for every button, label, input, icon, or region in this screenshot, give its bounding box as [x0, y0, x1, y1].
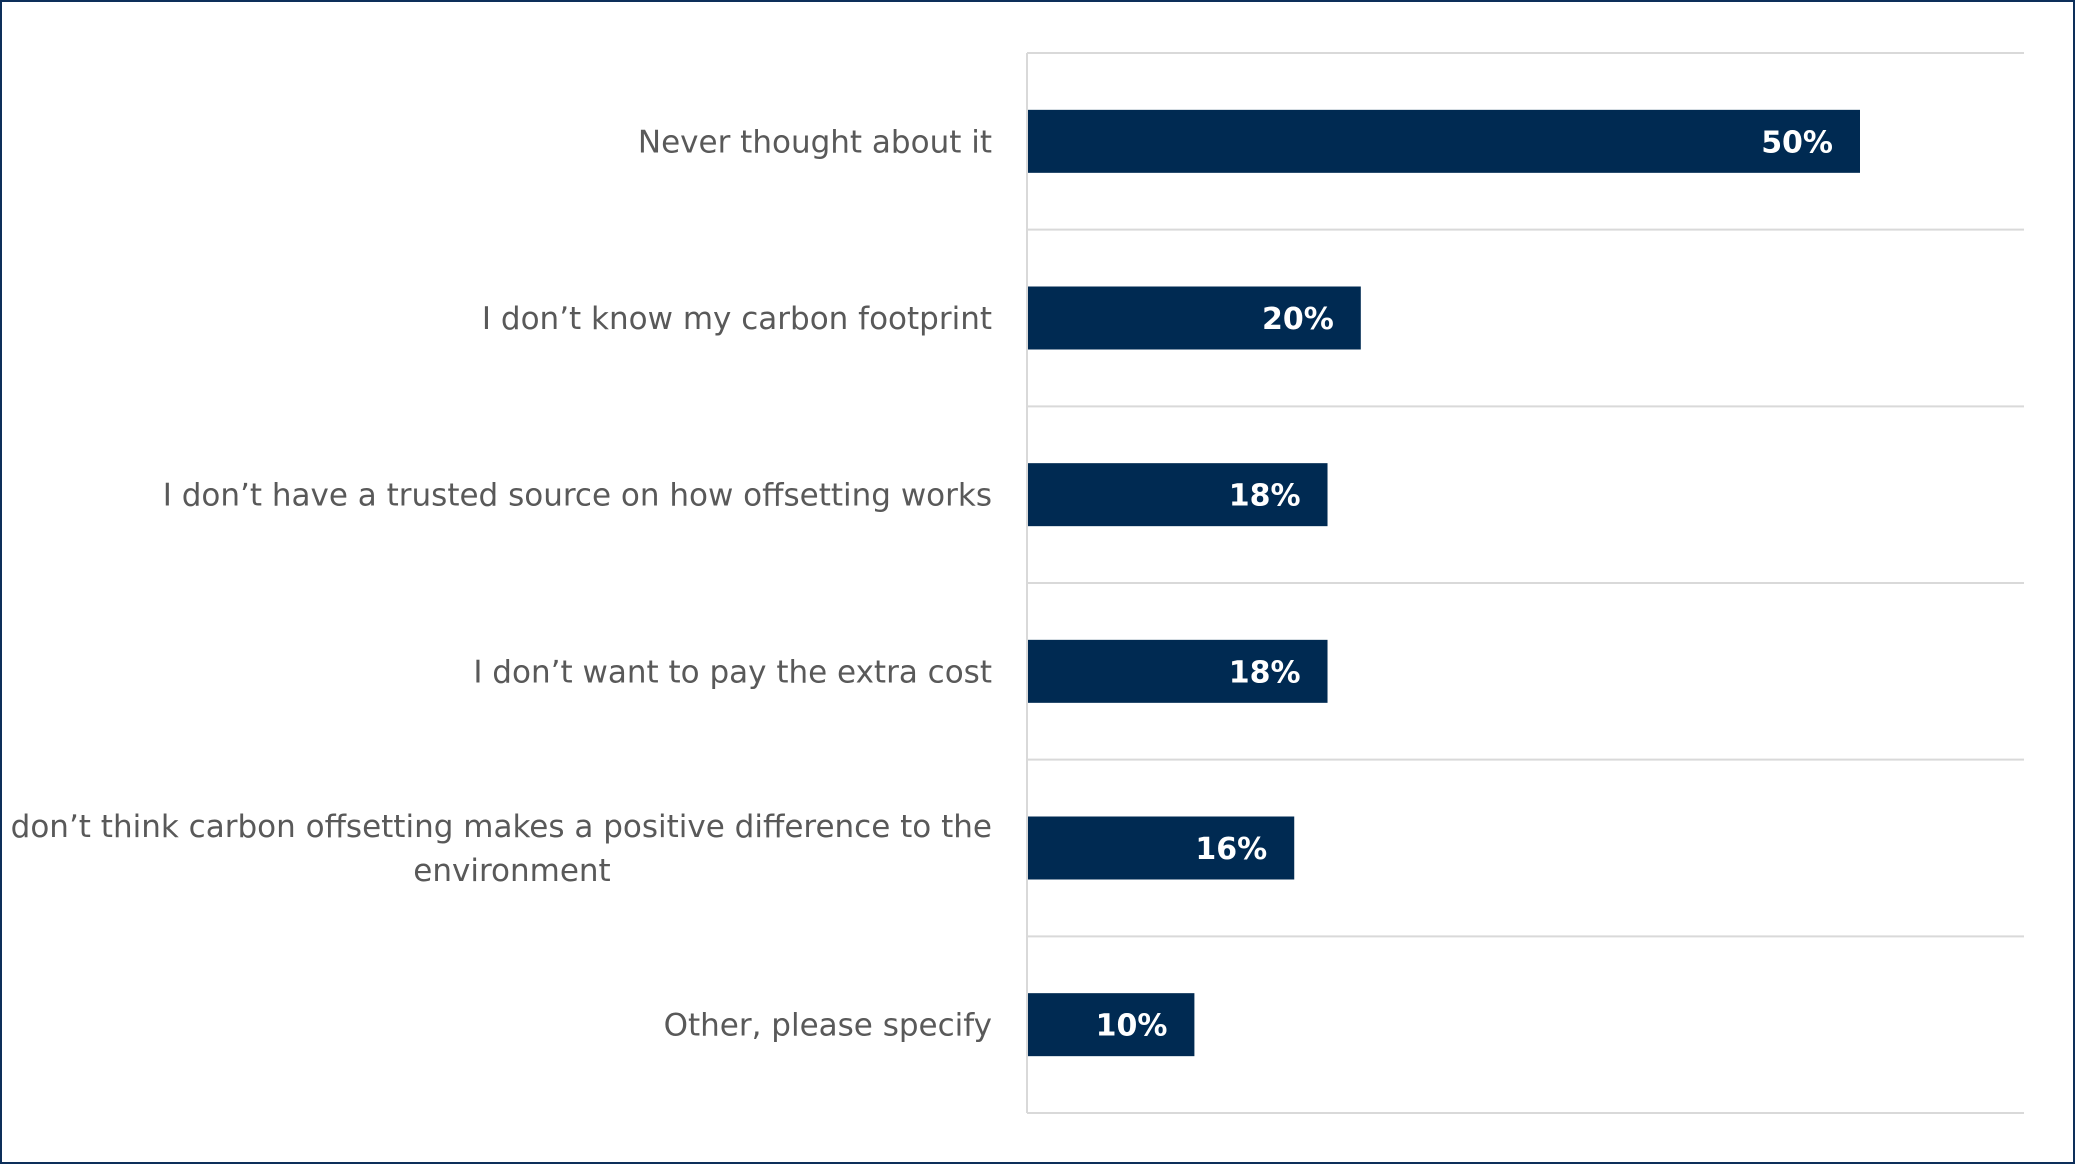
bar: [1028, 993, 1195, 1057]
bar: [1028, 639, 1328, 703]
category-label: Other, please specify: [664, 1008, 992, 1044]
bar: [1028, 109, 1860, 173]
category-label-line: I don’t think carbon offsetting makes a …: [2, 809, 992, 845]
gridlines: [1026, 52, 2024, 1114]
category-label-line: environment: [413, 853, 610, 889]
category-labels: Never thought about it I don’t know my ca…: [2, 124, 992, 1043]
bars: 50% 20% 18% 18% 16% 10%: [1028, 109, 1860, 1057]
category-label-line: I don’t have a trusted source on how off…: [163, 478, 992, 514]
category-label-line: Never thought about it: [638, 124, 992, 160]
category-label-line: I don’t know my carbon footprint: [482, 301, 992, 337]
category-label: I don’t think carbon offsetting makes a …: [2, 809, 992, 889]
bar: [1028, 816, 1295, 880]
category-label-line: Other, please specify: [664, 1008, 992, 1044]
data-label: 10%: [1096, 1009, 1168, 1044]
data-label: 20%: [1262, 302, 1334, 337]
data-label: 16%: [1195, 832, 1267, 867]
category-label: I don’t know my carbon footprint: [482, 301, 992, 337]
bar: [1028, 286, 1361, 350]
category-label-line: I don’t want to pay the extra cost: [473, 654, 992, 690]
bar: [1028, 463, 1328, 527]
category-label: I don’t want to pay the extra cost: [473, 654, 992, 690]
data-label: 50%: [1761, 125, 1833, 160]
data-label: 18%: [1229, 479, 1301, 514]
category-label: Never thought about it: [638, 124, 992, 160]
category-label: I don’t have a trusted source on how off…: [163, 478, 992, 514]
data-label: 18%: [1229, 655, 1301, 690]
